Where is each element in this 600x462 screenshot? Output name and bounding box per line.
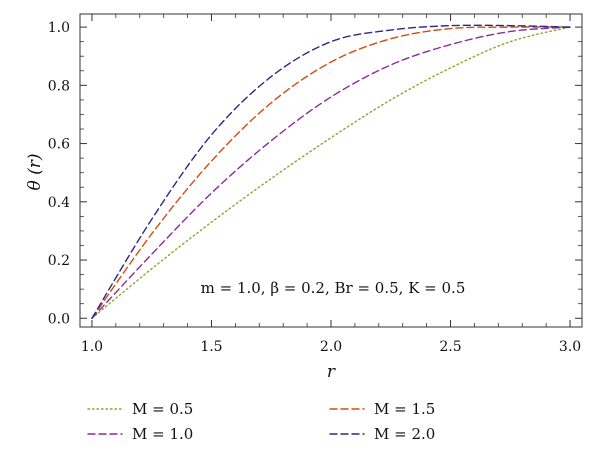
- legend: M = 0.5 M = 1.5 M = 1.0 M = 2.0: [87, 400, 435, 443]
- y-tick-label: 1.0: [48, 20, 70, 36]
- legend-label: M = 0.5: [132, 400, 193, 418]
- y-tick-label: 0.6: [48, 137, 70, 153]
- series-group: [91, 24, 571, 319]
- x-tick-label: 1.5: [200, 339, 222, 355]
- legend-label: M = 1.0: [132, 425, 193, 443]
- annotation: m = 1.0, β = 0.2, Br = 0.5, K = 0.5: [201, 279, 466, 297]
- legend-label: M = 2.0: [374, 425, 435, 443]
- y-tick-label: 0.8: [48, 78, 70, 94]
- y-tick-label: 0.2: [48, 253, 70, 269]
- x-tick-label: 2.0: [320, 339, 342, 355]
- y-axis-title: θ (r): [25, 153, 45, 190]
- x-tick-label: 3.0: [559, 339, 581, 355]
- legend-label: M = 1.5: [374, 400, 435, 418]
- series-line: [91, 26, 571, 319]
- axis-ticks: 1.0 1.5 2.0 2.5 3.0 0.0 0.2 0.4 0.6 0.8 1.0: [48, 14, 582, 355]
- series-line: [91, 26, 571, 319]
- y-tick-label: 0.4: [48, 195, 70, 211]
- series-line: [91, 24, 571, 319]
- x-tick-label: 1.0: [81, 339, 103, 355]
- x-tick-label: 2.5: [439, 339, 461, 355]
- series-line: [91, 26, 571, 319]
- y-tick-label: 0.0: [48, 311, 70, 327]
- x-axis-title: r: [327, 362, 336, 382]
